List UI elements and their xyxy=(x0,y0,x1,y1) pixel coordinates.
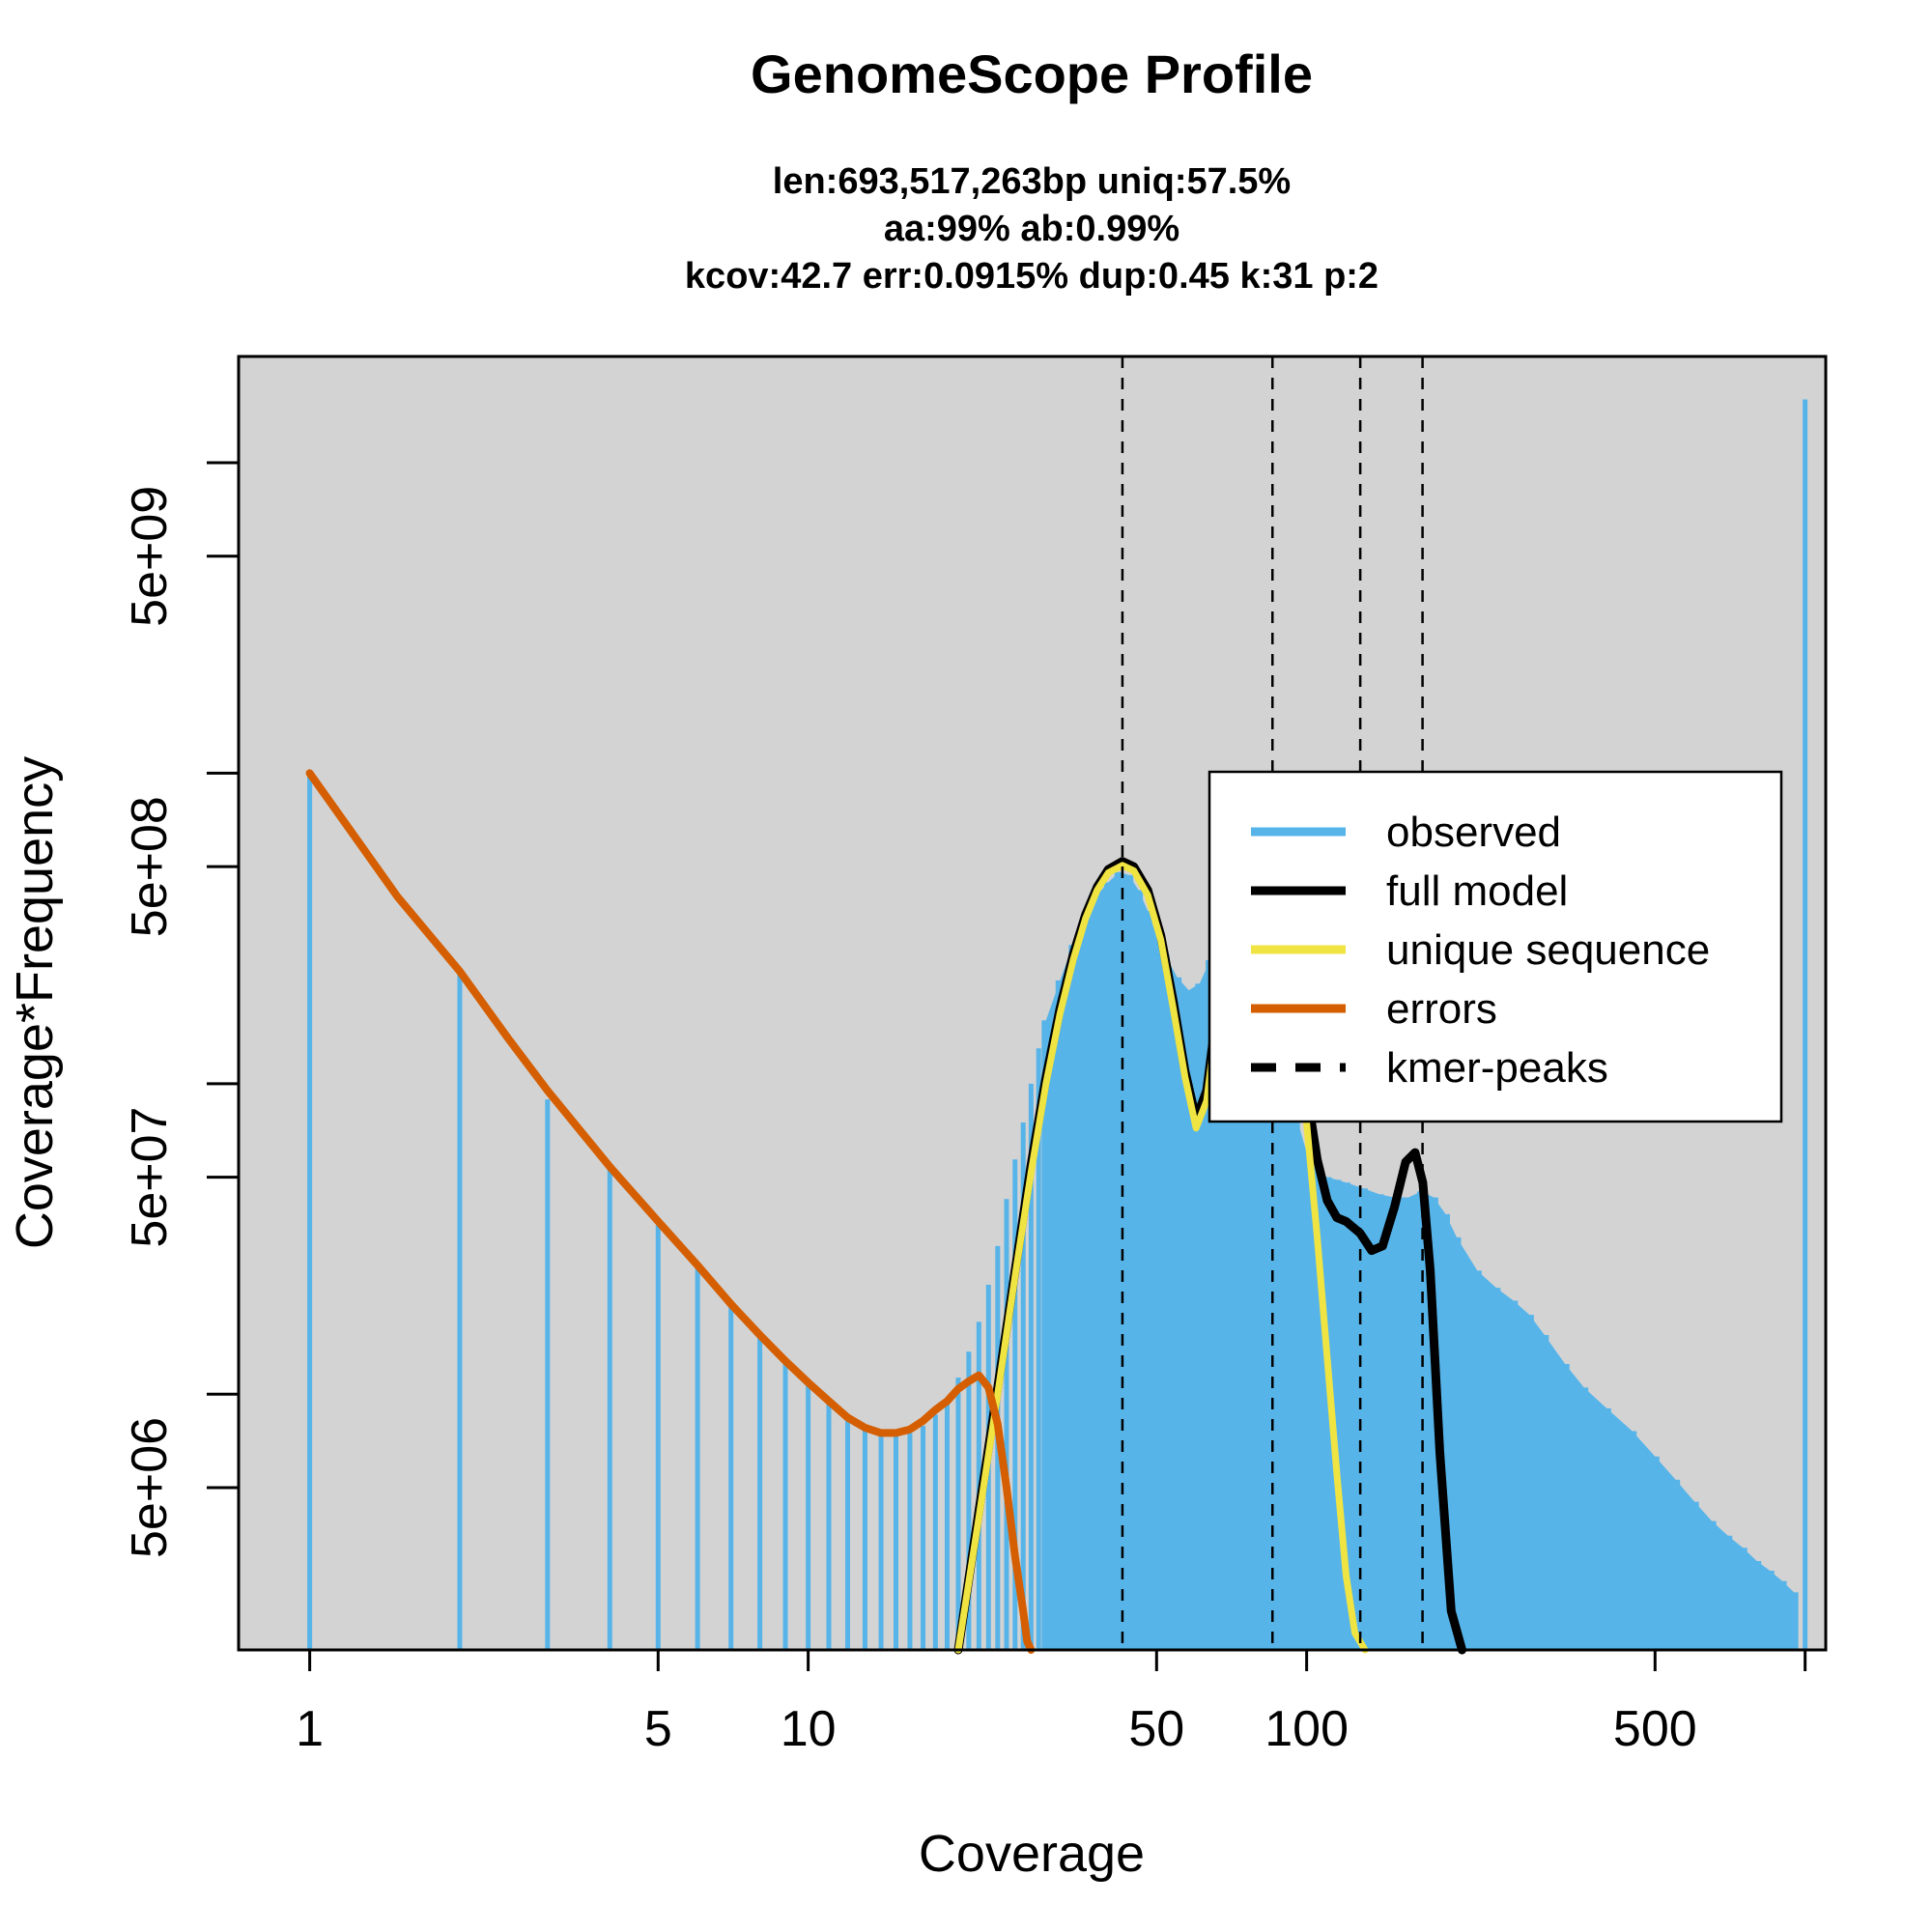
legend-label: full model xyxy=(1386,867,1568,915)
legend-label: kmer-peaks xyxy=(1386,1044,1608,1092)
errors-curve xyxy=(305,769,1036,1654)
y-tick-label: 5e+08 xyxy=(122,796,178,937)
chart-title: GenomeScope Profile xyxy=(751,43,1313,104)
x-tick-label: 100 xyxy=(1264,1701,1349,1757)
x-axis: 1 5 10 50 100 500 xyxy=(296,1650,1807,1757)
legend-label: errors xyxy=(1386,985,1497,1033)
y-tick-label: 5e+09 xyxy=(122,486,178,627)
x-tick-label: 50 xyxy=(1128,1701,1184,1757)
plot-frame xyxy=(237,355,1828,1652)
chart-subtitle-line-1: len:693,517,263bp uniq:57.5% xyxy=(773,161,1291,202)
y-axis: 5e+06 5e+07 5e+08 5e+09 xyxy=(122,461,239,1558)
chart-subtitle-line-2: aa:99% ab:0.99% xyxy=(884,209,1179,249)
legend-label: observed xyxy=(1386,809,1561,856)
chart-subtitle-line-3: kcov:42.7 err:0.0915% dup:0.45 k:31 p:2 xyxy=(685,256,1378,297)
legend: observed full model unique sequence errors k… xyxy=(1208,770,1783,1123)
x-tick-label: 10 xyxy=(781,1701,837,1757)
y-tick-label: 5e+06 xyxy=(122,1417,178,1558)
x-tick-label: 500 xyxy=(1613,1701,1697,1757)
y-tick-label: 5e+07 xyxy=(122,1107,178,1248)
x-axis-label: Coverage xyxy=(919,1825,1145,1883)
legend-label: unique sequence xyxy=(1386,926,1710,974)
unique-sequence-curve xyxy=(954,852,1369,1654)
y-axis-label: Coverage*Frequency xyxy=(6,756,64,1249)
x-tick-label: 5 xyxy=(644,1701,672,1757)
x-tick-label: 1 xyxy=(296,1701,324,1757)
